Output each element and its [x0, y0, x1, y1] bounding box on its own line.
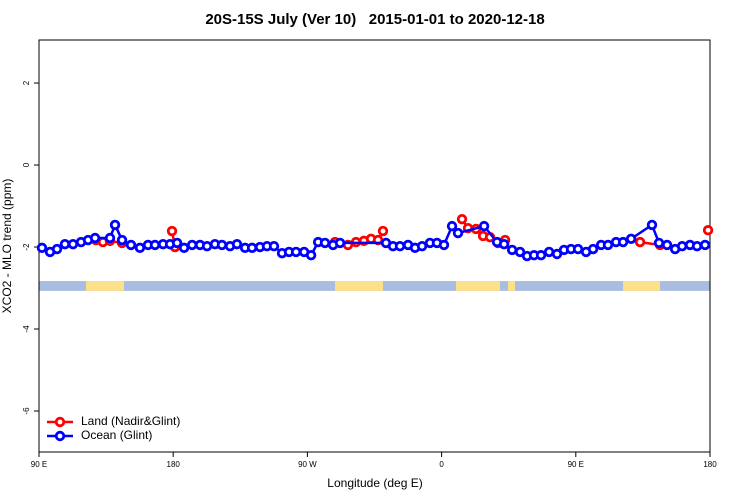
data-point — [625, 233, 637, 245]
y-tick-label: 0 — [22, 162, 31, 167]
data-point — [438, 239, 450, 251]
data-point — [149, 239, 161, 251]
y-tick-label: -4 — [22, 325, 31, 333]
data-point — [51, 243, 63, 255]
data-point — [334, 237, 346, 249]
data-point — [166, 225, 178, 237]
y-axis-label: XCO2 - MLO trend (ppm) — [0, 179, 14, 314]
data-point — [394, 241, 406, 252]
y-tick-label: -6 — [22, 407, 31, 415]
data-point — [514, 246, 526, 258]
legend-marker — [54, 416, 66, 428]
x-tick-label: 180 — [703, 460, 717, 469]
data-point — [551, 248, 563, 260]
y-tick-label: -2 — [22, 243, 31, 251]
data-point — [134, 242, 146, 254]
data-point — [305, 250, 317, 261]
data-point — [125, 239, 137, 251]
chart-title: 20S-15S July (Ver 10) 2015-01-01 to 2020… — [205, 11, 544, 28]
legend-marker — [54, 430, 66, 442]
data-point — [104, 232, 116, 244]
data-point — [602, 239, 614, 251]
data-point — [498, 238, 510, 250]
legend-label: Ocean (Glint) — [81, 428, 152, 442]
data-point — [290, 246, 302, 258]
data-point — [178, 242, 190, 254]
data-point — [109, 219, 121, 231]
data-point — [377, 225, 389, 237]
x-tick-label: 0 — [439, 460, 444, 469]
data-point — [36, 242, 48, 254]
data-point — [446, 220, 458, 232]
data-point — [478, 220, 490, 232]
data-point — [506, 244, 518, 256]
data-point — [691, 241, 703, 252]
data-point — [617, 236, 629, 248]
data-point — [661, 239, 673, 251]
data-point — [587, 243, 599, 255]
data-point — [186, 239, 198, 251]
data-point — [416, 241, 428, 252]
data-point — [634, 236, 646, 248]
land-band — [334, 281, 383, 291]
data-point — [702, 225, 714, 236]
data-point — [543, 246, 555, 258]
land-band — [623, 281, 661, 291]
x-tick-label: 180 — [167, 460, 181, 469]
data-point — [89, 232, 101, 244]
x-tick-label: 90 E — [568, 460, 584, 469]
data-point — [216, 239, 228, 251]
legend-label: Land (Nadir&Glint) — [81, 414, 180, 428]
land-band — [507, 281, 515, 291]
data-point — [59, 238, 71, 250]
data-point — [646, 219, 658, 231]
data-point — [676, 241, 688, 252]
data-point — [653, 237, 665, 249]
y-tick-label: 2 — [22, 80, 31, 85]
data-point — [268, 241, 280, 252]
data-point — [535, 250, 547, 261]
data-point — [231, 238, 243, 250]
data-point — [116, 234, 128, 246]
data-point — [201, 241, 213, 252]
data-point — [67, 238, 79, 250]
x-tick-label: 90 W — [298, 460, 317, 469]
data-point — [572, 243, 584, 255]
data-point — [319, 237, 331, 249]
x-tick-label: 90 E — [31, 460, 47, 469]
land-band — [85, 281, 124, 291]
x-axis-label: Longitude (deg E) — [327, 476, 422, 490]
data-point — [452, 227, 464, 239]
land-band — [456, 281, 501, 291]
data-point — [456, 213, 468, 225]
data-point — [171, 237, 183, 249]
data-point — [699, 239, 711, 251]
data-point — [246, 242, 258, 254]
